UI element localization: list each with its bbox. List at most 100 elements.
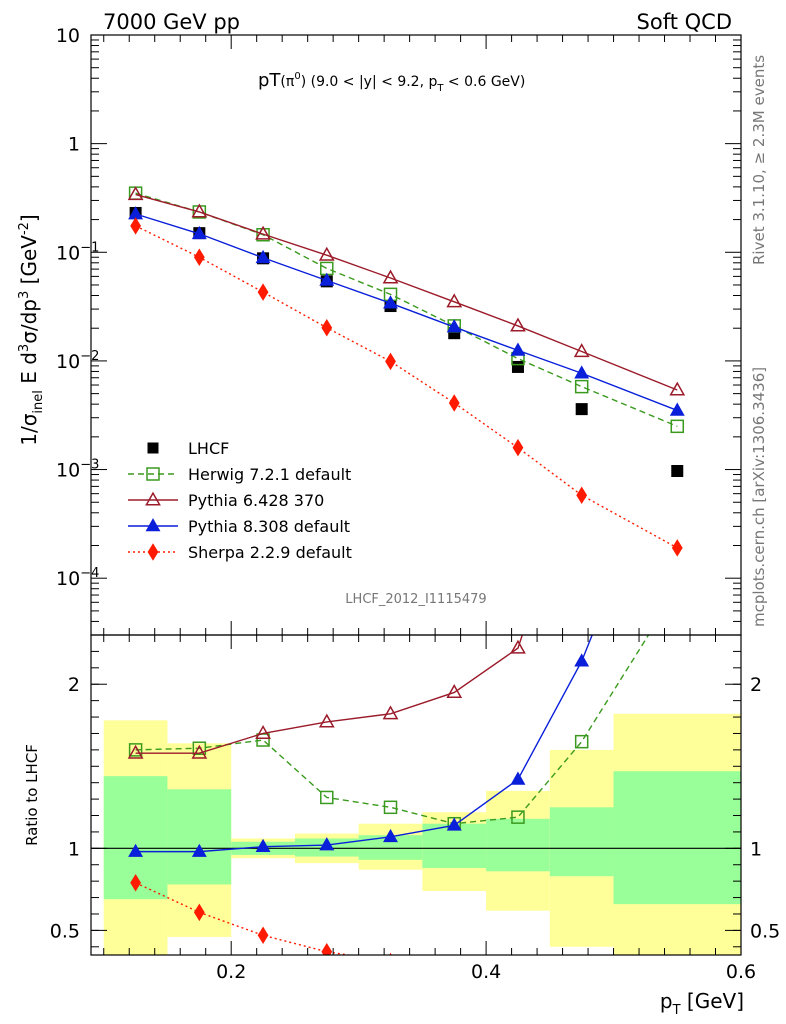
ratio-data-point xyxy=(382,705,399,720)
title-sub: T xyxy=(436,83,444,94)
ratio-data-point xyxy=(575,448,588,460)
ylabel-a: 1/σ xyxy=(17,413,41,445)
main-y-axis: 10 1 10−1 10−2 10−3 10−4 xyxy=(56,25,741,636)
legend-label: Pythia 8.308 default xyxy=(188,517,350,536)
rivet-label: Rivet 3.1.10, ≥ 2.3M events xyxy=(750,55,768,265)
data-point xyxy=(671,464,684,477)
data-point xyxy=(321,318,333,337)
ratio-data-point xyxy=(321,942,333,955)
ratio-y-tick-label: 2 xyxy=(68,674,80,696)
x-tick-label: 0.2 xyxy=(216,961,246,983)
legend-marker xyxy=(147,543,159,561)
xlabel-b: [GeV] xyxy=(681,989,744,1013)
x-tick-label: 0.6 xyxy=(726,961,756,983)
data-point xyxy=(191,203,208,218)
legend-marker xyxy=(147,442,159,454)
ylabel-b: E d xyxy=(17,352,41,390)
title-paren: (π xyxy=(280,74,294,90)
main-y-tick-label: 10 xyxy=(56,25,80,47)
ratio-data-point xyxy=(192,741,207,755)
legend-item: Pythia 6.428 370 xyxy=(128,491,324,510)
ratio-data-point xyxy=(193,903,205,922)
data-point xyxy=(510,317,526,332)
ratio-series-pythia-6-428-370 xyxy=(127,448,588,759)
data-point xyxy=(574,365,590,379)
data-point xyxy=(256,227,270,242)
ratio-data-point xyxy=(128,743,143,757)
ratio-data-point xyxy=(449,967,459,983)
data-point xyxy=(127,186,144,201)
ylabel-a-sub: inel xyxy=(31,390,46,413)
ratio-data-point xyxy=(318,713,335,728)
ratio-data-point xyxy=(191,843,207,857)
title-sup: 0 xyxy=(294,71,300,82)
legend: LHCF Herwig 7.2.1 default Pythia 6.428 370… xyxy=(128,439,352,562)
band-green xyxy=(613,771,741,905)
ratio-data-point xyxy=(510,639,526,654)
series-pythia-6-428-370 xyxy=(127,186,686,396)
ratio-data-point xyxy=(320,790,334,805)
legend-item: LHCF xyxy=(147,439,229,458)
data-point xyxy=(257,283,269,301)
main-panel: 10 1 10−1 10−2 10−3 10−4 pT(π0) (9.0 < |y| < … xyxy=(17,25,742,636)
main-y-tick-label: 1 xyxy=(68,134,80,156)
data-point xyxy=(318,246,335,261)
uncertainty-bands xyxy=(91,713,741,955)
ratio-data-point xyxy=(446,684,463,698)
series-lhcf xyxy=(129,206,684,477)
data-point xyxy=(193,248,205,267)
xlabel-a: p xyxy=(660,989,673,1013)
ratio-x-axis: 0.2 0.4 0.6 xyxy=(103,635,756,983)
ratio-y-tick-label: 0.5 xyxy=(50,920,80,942)
series-line xyxy=(135,225,678,549)
data-point xyxy=(576,486,588,505)
ylabel-d: [GeV xyxy=(17,235,41,291)
ylabel-c-sup: 3 xyxy=(17,291,32,299)
x-axis-label: pT [GeV] xyxy=(660,989,744,1018)
ratio-panel: 0.5 0.5 1 1 2 2 0.2 0.4 0.6 Ratio to LHCF pT [G… xyxy=(23,448,780,1018)
ratio-data-point xyxy=(671,583,683,595)
ratio-series-sherpa-2-2-9-default xyxy=(130,874,523,991)
ylabel-d-sup: -2 xyxy=(17,222,32,235)
ratio-y-tick-label-right: 1 xyxy=(750,838,762,860)
data-point xyxy=(382,269,399,284)
ratio-series-herwig-7-2-1-default xyxy=(128,583,683,831)
data-point xyxy=(319,272,335,286)
ratio-data-point xyxy=(446,817,462,831)
data-point xyxy=(574,379,589,394)
ratio-y-axis: 0.5 0.5 1 1 2 2 xyxy=(50,650,780,948)
ratio-data-point xyxy=(257,926,269,945)
ratio-data-point xyxy=(383,828,398,843)
ratio-y-tick-label-right: 2 xyxy=(750,674,762,696)
ratio-data-point xyxy=(128,843,144,857)
ratio-data-point xyxy=(574,653,590,667)
band-green xyxy=(422,823,487,869)
ratio-data-point xyxy=(511,810,525,824)
legend-item: Pythia 8.308 default xyxy=(128,517,350,536)
ratio-data-point xyxy=(255,725,271,740)
legend-marker xyxy=(145,491,161,506)
data-point xyxy=(446,293,463,308)
main-y-tick-label: 10−2 xyxy=(56,349,99,373)
ratio-y-tick-label-right: 0.5 xyxy=(750,920,780,942)
plot-title: pT(π0) (9.0 < |y| < 9.2, pT < 0.6 GeV) xyxy=(258,70,525,94)
title-range: (9.0 < |y| < 9.2, p xyxy=(306,74,437,90)
main-x-ticks xyxy=(103,35,742,635)
legend-label: Pythia 6.428 370 xyxy=(188,491,324,510)
ratio-y-tick-label: 1 xyxy=(68,838,80,860)
legend-marker xyxy=(145,518,161,532)
ylabel-e: ] xyxy=(17,214,41,222)
x-tick-label: 0.4 xyxy=(471,961,501,983)
legend-marker xyxy=(146,467,160,481)
data-point xyxy=(670,419,685,434)
xlabel-sub: T xyxy=(672,1003,681,1018)
analysis-id: LHCF_2012_I1115479 xyxy=(345,592,486,607)
ratio-data-point xyxy=(127,744,144,759)
main-plot-area xyxy=(127,186,686,557)
main-y-label: 1/σinel E d3σ/dp3 [GeV-2] xyxy=(17,214,46,445)
data-point xyxy=(383,295,398,309)
data-point xyxy=(255,225,271,240)
main-y-tick-label: 10−4 xyxy=(56,566,99,590)
ratio-data-point xyxy=(513,975,523,991)
